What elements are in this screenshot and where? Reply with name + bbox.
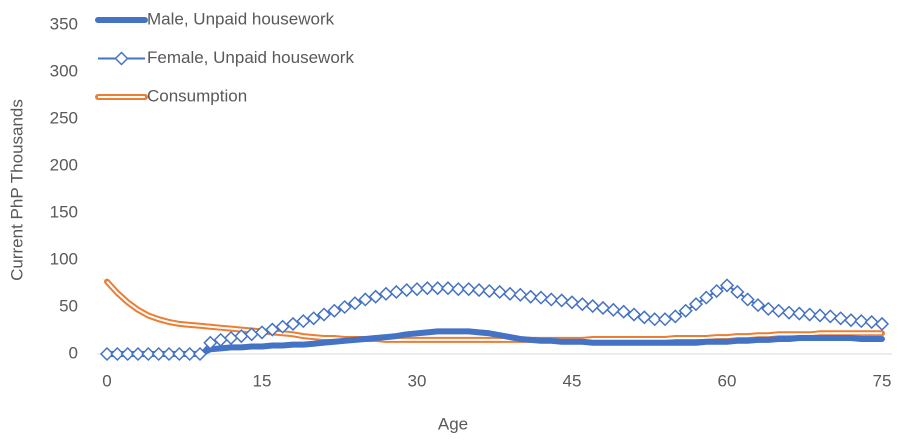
series-line: [104, 328, 885, 357]
legend-label: Female, Unpaid housework: [147, 48, 354, 67]
marker: [99, 346, 115, 362]
marker: [130, 346, 146, 362]
marker: [502, 286, 518, 301]
marker: [616, 304, 631, 319]
marker: [151, 346, 166, 362]
y-tick-label: 150: [50, 202, 78, 221]
y-axis-title: Current PhP Thousands: [7, 99, 26, 281]
marker: [823, 309, 838, 324]
marker: [172, 346, 187, 362]
marker: [482, 283, 497, 299]
marker: [719, 278, 735, 293]
marker: [337, 299, 352, 315]
marker: [161, 346, 177, 362]
marker: [699, 290, 714, 305]
marker: [347, 296, 363, 311]
x-tick-label: 45: [563, 371, 582, 390]
marker: [533, 290, 549, 305]
marker: [296, 314, 311, 329]
marker: [275, 319, 290, 334]
x-tick-label: 75: [873, 371, 892, 390]
marker: [141, 346, 156, 362]
marker: [544, 292, 559, 307]
marker: [523, 289, 538, 304]
marker: [399, 283, 414, 298]
marker: [327, 303, 342, 318]
marker: [709, 283, 724, 299]
legend-label: Consumption: [147, 86, 247, 105]
marker: [440, 281, 456, 296]
marker: [833, 311, 848, 326]
marker: [595, 300, 611, 316]
legend-marker: [114, 51, 129, 66]
marker: [771, 303, 786, 318]
x-tick-label: 60: [718, 371, 737, 390]
marker: [802, 307, 817, 322]
marker: [854, 314, 869, 329]
marker: [120, 346, 135, 362]
marker: [378, 286, 394, 301]
y-tick-label: 0: [69, 343, 78, 362]
marker: [647, 312, 662, 327]
marker: [606, 302, 621, 317]
series-line-inner: [106, 280, 882, 341]
marker: [471, 283, 487, 298]
marker: [430, 281, 445, 296]
marker: [213, 332, 228, 347]
y-tick-label: 250: [50, 108, 78, 127]
legend-label: Male, Unpaid housework: [147, 9, 335, 28]
marker: [564, 295, 580, 310]
marker: [223, 330, 239, 346]
marker: [265, 322, 280, 337]
marker: [678, 303, 693, 318]
marker: [192, 346, 208, 362]
x-tick-label: 15: [253, 371, 272, 390]
y-tick-label: 50: [59, 296, 78, 315]
marker: [750, 298, 766, 313]
marker: [358, 292, 373, 307]
marker: [864, 314, 879, 330]
marker: [585, 298, 600, 314]
x-tick-label: 0: [102, 371, 111, 390]
marker: [285, 316, 301, 331]
marker: [668, 309, 683, 324]
y-tick-label: 100: [50, 249, 78, 268]
x-axis-title: Age: [438, 414, 468, 433]
marker: [316, 307, 332, 322]
marker: [761, 301, 776, 316]
marker: [203, 335, 218, 350]
y-tick-label: 350: [50, 14, 78, 33]
marker: [792, 306, 807, 321]
marker: [554, 293, 569, 308]
marker: [254, 325, 270, 340]
marker: [637, 310, 652, 325]
x-tick-label: 30: [408, 371, 427, 390]
marker: [420, 281, 435, 296]
marker: [513, 287, 528, 302]
marker: [740, 292, 755, 307]
marker: [812, 308, 828, 323]
marker: [843, 313, 859, 328]
marker: [409, 282, 425, 297]
marker: [110, 346, 125, 362]
marker: [688, 297, 704, 312]
marker: [306, 311, 321, 326]
marker: [182, 346, 197, 362]
marker: [730, 284, 745, 300]
marker: [389, 284, 404, 300]
marker: [575, 297, 590, 312]
marker: [461, 282, 476, 297]
y-tick-label: 300: [50, 61, 78, 80]
y-tick-label: 200: [50, 155, 78, 174]
marker: [368, 289, 383, 304]
marker: [874, 316, 890, 331]
marker: [492, 284, 507, 300]
marker: [657, 312, 673, 327]
marker: [781, 305, 797, 320]
marker: [626, 307, 642, 322]
marker: [451, 282, 466, 297]
